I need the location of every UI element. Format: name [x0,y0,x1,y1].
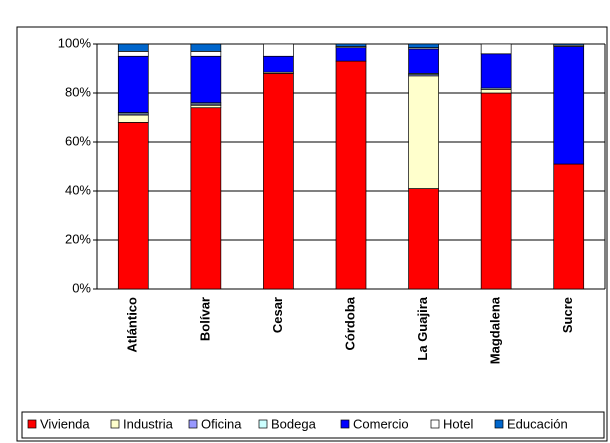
bar-segment [190,55,222,104]
legend-swatch [188,419,198,429]
bar-segment [117,50,149,57]
x-tick-label: La Guajira [415,296,430,360]
x-tick-label: Bolívar [197,297,212,341]
legend-swatch [430,419,440,429]
bar-segment [190,50,222,57]
bar-segment [553,46,585,165]
bar-segment [553,43,585,46]
bar-segment [190,104,222,109]
y-tick-label: 100% [58,35,92,50]
legend-label: Bodega [271,416,317,431]
y-tick-label: 20% [65,231,91,246]
bar-segment [263,55,294,73]
bar-segment [263,73,294,290]
bar-segment [408,48,439,74]
y-tick-label: 80% [65,84,91,99]
bar-segment [335,60,367,290]
y-tick-label: 0% [72,280,91,295]
bar-segment [117,114,149,123]
bar-segment [117,55,149,113]
bar-segment [480,43,512,55]
bar-segment [408,188,439,290]
bar-segment [480,92,512,290]
legend-label: Industria [123,416,174,431]
x-tick-label: Sucre [560,297,575,333]
bar-segment [335,43,367,47]
legend-swatch [258,419,268,429]
legend-label: Oficina [201,416,242,431]
x-tick-label: Cesar [270,297,285,333]
bar-segment [408,43,439,49]
bar-segment [335,47,367,62]
bar-segment [480,88,512,94]
legend-label: Vivienda [40,416,90,431]
bar-segment [190,107,222,290]
chart-frame [16,26,608,442]
bar-segment [117,122,149,290]
legend-swatch [110,419,120,429]
legend-label: Educación [507,416,568,431]
x-tick-label: Córdoba [342,296,357,350]
y-tick-label: 60% [65,133,91,148]
legend-label: Hotel [443,416,473,431]
bar-segment [190,43,222,52]
bar-segment [408,75,439,189]
x-tick-label: Atlántico [125,297,140,353]
y-tick-label: 40% [65,182,91,197]
legend-swatch [494,419,504,429]
bar-segment [553,163,585,290]
bar-segment [480,53,512,89]
bar-segment [263,43,294,57]
legend-swatch [27,419,37,429]
legend-swatch [340,419,350,429]
bar-segment [117,43,149,52]
x-tick-label: Magdalena [488,296,503,364]
legend-label: Comercio [353,416,409,431]
